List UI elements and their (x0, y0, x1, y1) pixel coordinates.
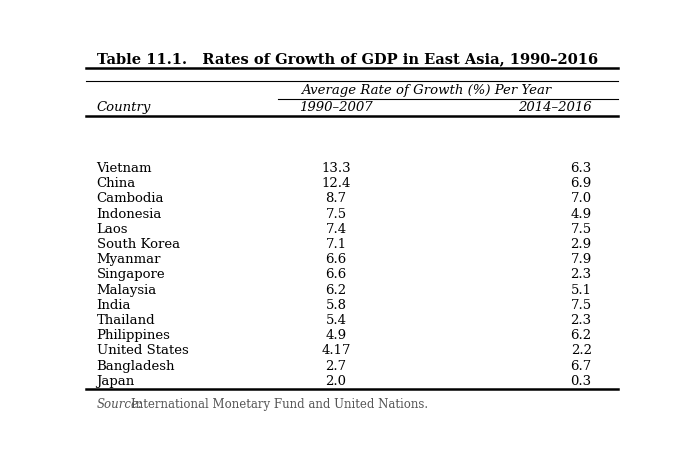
Text: 6.6: 6.6 (326, 253, 347, 266)
Text: Singapore: Singapore (96, 268, 165, 282)
Text: 6.2: 6.2 (571, 329, 592, 342)
Text: South Korea: South Korea (96, 238, 179, 251)
Text: Bangladesh: Bangladesh (96, 360, 175, 373)
Text: 6.3: 6.3 (570, 162, 592, 175)
Text: 8.7: 8.7 (326, 192, 347, 205)
Text: 0.3: 0.3 (571, 375, 592, 388)
Text: 7.5: 7.5 (571, 299, 592, 312)
Text: 6.7: 6.7 (570, 360, 592, 373)
Text: 4.9: 4.9 (326, 329, 347, 342)
Text: 2.7: 2.7 (326, 360, 347, 373)
Text: 7.1: 7.1 (326, 238, 347, 251)
Text: 7.5: 7.5 (326, 208, 347, 220)
Text: Philippines: Philippines (96, 329, 170, 342)
Text: Average Rate of Growth (%) Per Year: Average Rate of Growth (%) Per Year (302, 84, 552, 97)
Text: 2.3: 2.3 (571, 314, 592, 327)
Text: 2.0: 2.0 (326, 375, 347, 388)
Text: Japan: Japan (96, 375, 135, 388)
Text: Country: Country (96, 101, 151, 114)
Text: China: China (96, 177, 136, 190)
Text: Thailand: Thailand (96, 314, 155, 327)
Text: Cambodia: Cambodia (96, 192, 164, 205)
Text: 2.2: 2.2 (571, 345, 592, 357)
Text: 5.1: 5.1 (571, 283, 592, 297)
Text: 5.8: 5.8 (326, 299, 347, 312)
Text: 7.5: 7.5 (571, 223, 592, 236)
Text: 6.6: 6.6 (326, 268, 347, 282)
Text: 13.3: 13.3 (322, 162, 351, 175)
Text: 2.3: 2.3 (571, 268, 592, 282)
Text: Vietnam: Vietnam (96, 162, 152, 175)
Text: United States: United States (96, 345, 188, 357)
Text: 5.4: 5.4 (326, 314, 347, 327)
Text: 7.9: 7.9 (570, 253, 592, 266)
Text: Table 11.1.   Rates of Growth of GDP in East Asia, 1990–2016: Table 11.1. Rates of Growth of GDP in Ea… (96, 52, 598, 66)
Text: Indonesia: Indonesia (96, 208, 162, 220)
Text: Malaysia: Malaysia (96, 283, 157, 297)
Text: International Monetary Fund and United Nations.: International Monetary Fund and United N… (131, 398, 428, 411)
Text: 2014–2016: 2014–2016 (518, 101, 592, 114)
Text: 6.9: 6.9 (570, 177, 592, 190)
Text: 12.4: 12.4 (322, 177, 351, 190)
Text: 4.9: 4.9 (571, 208, 592, 220)
Text: 4.17: 4.17 (322, 345, 351, 357)
Text: 2.9: 2.9 (571, 238, 592, 251)
Text: 1990–2007: 1990–2007 (300, 101, 373, 114)
Text: 7.4: 7.4 (326, 223, 347, 236)
Text: Myanmar: Myanmar (96, 253, 161, 266)
Text: Source:: Source: (96, 398, 142, 411)
Text: Laos: Laos (96, 223, 128, 236)
Text: India: India (96, 299, 131, 312)
Text: 6.2: 6.2 (326, 283, 347, 297)
Text: 7.0: 7.0 (571, 192, 592, 205)
